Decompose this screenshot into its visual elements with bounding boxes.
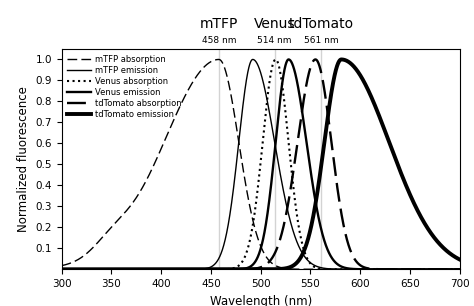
Y-axis label: Normalized fluorescence: Normalized fluorescence: [17, 86, 30, 232]
Text: 458 nm: 458 nm: [201, 36, 236, 45]
Text: 514 nm: 514 nm: [257, 36, 292, 45]
X-axis label: Wavelength (nm): Wavelength (nm): [210, 295, 312, 306]
Text: Venus: Venus: [254, 17, 295, 31]
Text: mTFP: mTFP: [200, 17, 238, 31]
Legend: mTFP absorption, mTFP emission, Venus absorption, Venus emission, tdTomato absor: mTFP absorption, mTFP emission, Venus ab…: [66, 53, 183, 121]
Text: tdTomato: tdTomato: [289, 17, 354, 31]
Text: 561 nm: 561 nm: [304, 36, 339, 45]
